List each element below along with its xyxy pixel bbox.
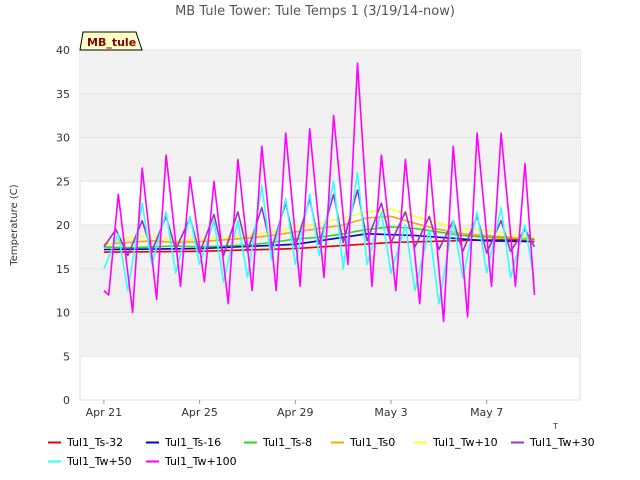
y-tick-label: 10 [56, 307, 70, 320]
y-tick-label: 40 [56, 44, 70, 57]
legend-label: Tul1_Tw+30 [529, 436, 595, 449]
x-tick-label: Apr 25 [181, 406, 218, 419]
grid-band [80, 268, 580, 313]
legend-label: Tul1_Ts0 [349, 436, 395, 449]
corner-mark: T [552, 422, 558, 431]
series-lines [103, 62, 536, 323]
y-axis-label: Temperature (C) [9, 184, 20, 266]
legend-label: Tul1_Tw+10 [432, 436, 498, 449]
station-tag-label: MB_tule [87, 36, 136, 49]
legend-label: Tul1_Tw+50 [66, 455, 132, 468]
legend-label: Tul1_Ts-8 [262, 436, 312, 449]
station-tag: MB_tule [79, 31, 143, 51]
y-tick-label: 35 [56, 88, 70, 101]
y-tick-label: 15 [56, 263, 70, 276]
y-tick-label: 0 [63, 394, 70, 407]
x-tick-label: Apr 21 [86, 406, 123, 419]
x-tick-label: May 7 [470, 406, 503, 419]
series-line [103, 171, 536, 305]
plot-area [79, 49, 581, 401]
x-tick-label: May 3 [374, 406, 407, 419]
y-tick-label: 5 [63, 350, 70, 363]
legend-label: Tul1_Ts-16 [164, 436, 221, 449]
y-tick-label: 20 [56, 219, 70, 232]
x-tick-label: Apr 29 [277, 406, 314, 419]
y-tick-label: 25 [56, 175, 70, 188]
y-tick-label: 30 [56, 132, 70, 145]
grid-band [80, 312, 580, 357]
y-axis: 0 5 10 15 20 25 30 35 40 [56, 44, 70, 407]
legend: Tul1_Ts-32 Tul1_Ts-16 Tul1_Ts-8 Tul1_Ts0 Tul… [48, 436, 595, 468]
chart-title: MB Tule Tower: Tule Temps 1 (3/19/14-now… [175, 4, 455, 19]
x-axis: Apr 21 Apr 25 Apr 29 May 3 May 7 [86, 400, 503, 419]
grid-band [80, 93, 580, 138]
legend-label: Tul1_Tw+100 [164, 455, 237, 468]
grid-band [80, 50, 580, 94]
series-line [103, 62, 536, 323]
legend-label: Tul1_Ts-32 [66, 436, 123, 449]
